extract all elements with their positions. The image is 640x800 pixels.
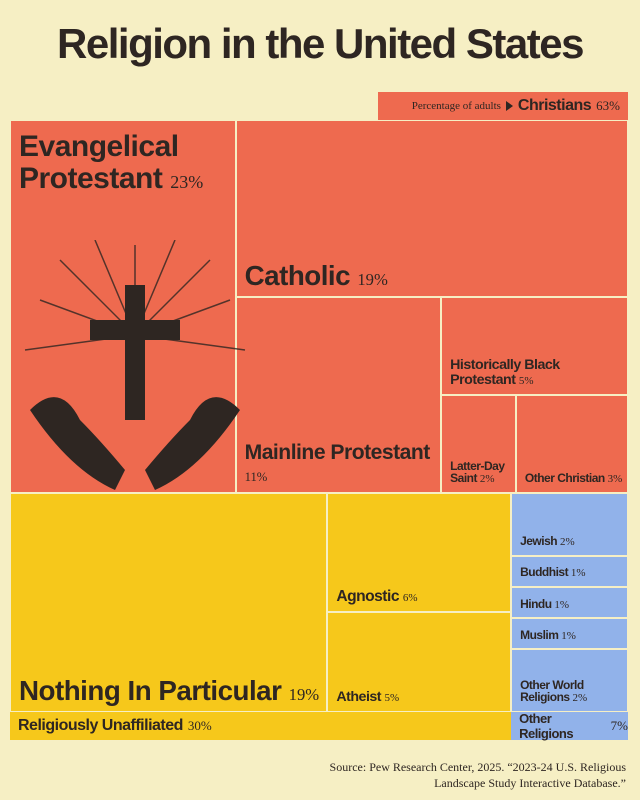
category-name: Evangelical Protestant — [19, 130, 179, 195]
group-area — [511, 492, 628, 740]
group-name: Religiously Unaffiliated — [18, 717, 183, 734]
tile: Hindu 1% — [511, 586, 628, 619]
tile-label: Catholic 19% — [245, 261, 623, 290]
value-label: 19% — [288, 684, 320, 704]
tile: Atheist 5% — [327, 612, 512, 712]
tile-label: Muslim 1% — [520, 629, 623, 643]
group-tab: Other Religions 7% — [511, 711, 628, 741]
category-name: Latter-Day Saint — [450, 458, 505, 486]
value-label: 5% — [518, 375, 534, 388]
tile-label: Agnostic 6% — [336, 588, 506, 606]
tile-label: Mainline Protestant 11% — [244, 440, 437, 486]
tile: Nothing In Particular 19% — [10, 492, 328, 712]
source: Source: Pew Research Center, 2025. “2023… — [329, 760, 626, 790]
group-name: Christians — [517, 97, 592, 114]
group-area — [10, 492, 512, 740]
tile: Catholic 19% — [235, 120, 628, 298]
value-label: 19% — [357, 270, 388, 290]
tile-label: Other World Religions 2% — [520, 679, 623, 705]
group-tab: Religiously Unaffiliated 30% — [10, 712, 511, 740]
value-label: 5% — [384, 692, 400, 705]
category-name: Mainline Protestant — [244, 440, 431, 464]
tile-label: Jewish 2% — [520, 535, 623, 549]
category-name: Jewish — [520, 533, 558, 548]
category-name: Hindu — [520, 596, 552, 611]
tile: Historically Black Protestant 5% — [441, 297, 628, 396]
group-value-label: 30% — [187, 718, 212, 733]
value-label: 6% — [402, 592, 418, 605]
tile: Other World Religions 2% — [511, 649, 628, 712]
group-name: Other Religions — [519, 711, 574, 741]
tile: Other Christian 3% — [515, 395, 628, 493]
category-name: Atheist — [336, 689, 382, 706]
tile-label: Evangelical Protestant 23% — [19, 131, 231, 194]
tile: Muslim 1% — [511, 618, 628, 650]
arrow — [505, 101, 513, 111]
category-name: Catholic — [244, 260, 351, 292]
value-label: 23% — [170, 171, 204, 192]
tile: Agnostic 6% — [327, 492, 512, 613]
category-name: Other Christian — [524, 471, 605, 486]
tile: Latter-Day Saint 2% — [441, 395, 516, 493]
tile: Jewish 2% — [511, 492, 628, 556]
category-name: Muslim — [520, 627, 559, 642]
tile: Buddhist 1% — [511, 555, 628, 587]
value-label: 1% — [570, 567, 586, 580]
tile-label: Other Christian 3% — [525, 472, 623, 486]
category-name: Nothing In Particular — [19, 674, 282, 706]
tile-label: Historically Black Protestant 5% — [450, 358, 623, 388]
subtitle: Percentage of adults — [411, 100, 501, 112]
tile-label: Atheist 5% — [336, 690, 506, 705]
tile: Mainline Protestant 11% — [235, 297, 442, 493]
value-label: 2% — [572, 692, 588, 705]
tile-label: Buddhist 1% — [520, 566, 623, 580]
group-value-label: 63% — [596, 98, 620, 113]
value-label: 3% — [607, 473, 623, 486]
chart-title: Religion in the United States — [57, 20, 584, 67]
category-name: Other World Religions — [520, 677, 584, 705]
group-tab: Percentage of adults Christians 63% — [378, 92, 628, 120]
category-name: Buddhist — [520, 565, 569, 580]
value-label: 2% — [559, 535, 575, 548]
tile-label: Latter-Day Saint 2% — [450, 460, 511, 486]
value-label: 2% — [479, 473, 495, 486]
tile-label: Hindu 1% — [520, 596, 623, 612]
value-label: 11% — [244, 469, 268, 484]
group-value-label: 7% — [610, 718, 628, 733]
value-label: 1% — [554, 598, 570, 611]
tile: Evangelical Protestant 23% — [10, 120, 236, 493]
value-label: 1% — [561, 629, 576, 642]
category-name: Historically Black Protestant — [450, 357, 560, 389]
category-name: Agnostic — [336, 588, 399, 606]
tile-label: Nothing In Particular 19% — [19, 676, 322, 705]
